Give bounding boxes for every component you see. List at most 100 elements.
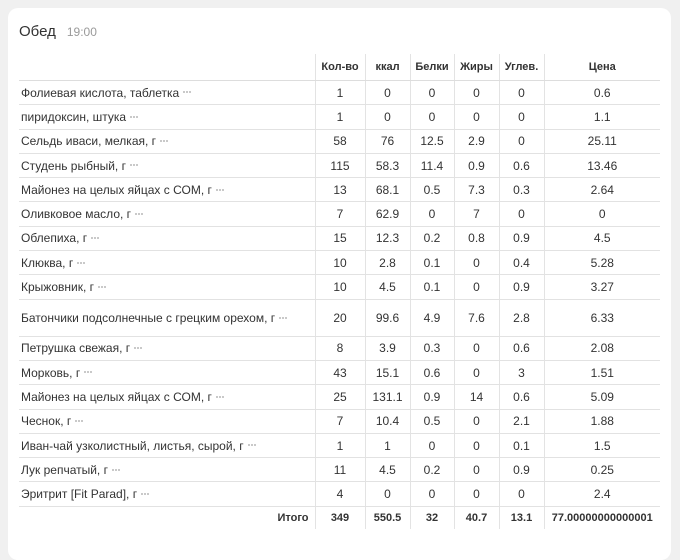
more-dots-icon[interactable] — [97, 283, 109, 291]
table-row: Облепиха, г 15 12.3 0.2 0.8 0.9 4.5 — [19, 226, 660, 252]
cell-price: 6.33 — [543, 299, 660, 337]
more-dots-icon[interactable] — [140, 490, 152, 498]
more-dots-icon[interactable] — [134, 210, 146, 218]
column-header-protein[interactable]: Белки — [409, 54, 454, 81]
cell-carbs: 0.4 — [498, 250, 544, 276]
meal-header: Обед 19:00 — [19, 23, 97, 43]
food-name: Эритрит [Fit Parad], г — [21, 487, 138, 502]
cell-fat: 0.8 — [453, 226, 499, 252]
more-dots-icon[interactable] — [90, 234, 102, 242]
more-dots-icon[interactable] — [129, 113, 141, 121]
cell-kcal: 68.1 — [364, 177, 410, 203]
cell-fat: 0 — [453, 457, 499, 483]
cell-fat: 7 — [453, 201, 499, 227]
more-dots-icon[interactable] — [278, 314, 290, 322]
cell-kcal: 99.6 — [364, 299, 410, 337]
cell-protein: 11.4 — [409, 153, 454, 179]
cell-carbs: 0.9 — [498, 457, 544, 483]
cell-protein: 0 — [409, 201, 454, 227]
table-row: Батончики подсолнечные с грецким орехом,… — [19, 299, 660, 337]
cell-kcal: 3.9 — [364, 336, 410, 361]
cell-qty: 13 — [314, 177, 365, 203]
total-qty: 349 — [314, 506, 365, 529]
more-dots-icon[interactable] — [159, 137, 171, 145]
more-dots-icon[interactable] — [83, 368, 95, 376]
more-dots-icon[interactable] — [215, 186, 227, 194]
table-row: Майонез на целых яйцах с СОМ, г 13 68.1 0.5… — [19, 177, 660, 203]
column-header-price[interactable]: Цена — [543, 54, 660, 81]
cell-kcal: 0 — [364, 481, 410, 507]
table-row: Оливковое масло, г 7 62.9 0 7 0 0 — [19, 201, 660, 227]
food-name-cell: Чеснок, г — [19, 409, 315, 434]
cell-carbs: 0 — [498, 104, 544, 130]
cell-protein: 0.5 — [409, 177, 454, 203]
food-name: Фолиевая кислота, таблетка — [21, 85, 180, 100]
cell-carbs: 0 — [498, 80, 544, 106]
more-dots-icon[interactable] — [111, 466, 123, 474]
food-name: Клюква, г — [21, 255, 74, 270]
column-header-carbs[interactable]: Углев. — [498, 54, 544, 81]
cell-price: 5.09 — [543, 384, 660, 410]
cell-protein: 0 — [409, 80, 454, 106]
cell-price: 2.4 — [543, 481, 660, 507]
food-name-cell: Иван-чай узколистный, листья, сырой, г — [19, 433, 315, 459]
cell-kcal: 0 — [364, 80, 410, 106]
cell-protein: 0.9 — [409, 384, 454, 410]
table-row: Крыжовник, г 10 4.5 0.1 0 0.9 3.27 — [19, 274, 660, 300]
cell-protein: 0.1 — [409, 250, 454, 276]
food-name: Облепиха, г — [21, 231, 88, 246]
cell-protein: 0.3 — [409, 336, 454, 361]
food-name: Крыжовник, г — [21, 280, 94, 295]
cell-fat: 0 — [453, 250, 499, 276]
food-name-cell: Эритрит [Fit Parad], г — [19, 481, 315, 507]
cell-price: 1.5 — [543, 433, 660, 459]
cell-qty: 1 — [314, 80, 365, 106]
total-carbs: 13.1 — [498, 506, 544, 529]
cell-kcal: 62.9 — [364, 201, 410, 227]
more-dots-icon[interactable] — [247, 441, 259, 449]
more-dots-icon[interactable] — [182, 88, 194, 96]
meal-card: Обед 19:00 Кол-во ккал Белки Жиры Углев.… — [8, 8, 671, 560]
more-dots-icon[interactable] — [215, 393, 227, 401]
cell-fat: 0 — [453, 481, 499, 507]
cell-protein: 12.5 — [409, 129, 454, 154]
cell-kcal: 15.1 — [364, 360, 410, 386]
more-dots-icon[interactable] — [76, 259, 88, 267]
cell-qty: 4 — [314, 481, 365, 507]
total-row: Итого 349 550.5 32 40.7 13.1 77.00000000… — [19, 506, 660, 529]
cell-qty: 10 — [314, 250, 365, 276]
cell-kcal: 58.3 — [364, 153, 410, 179]
total-label: Итого — [277, 511, 309, 524]
cell-qty: 7 — [314, 201, 365, 227]
cell-kcal: 76 — [364, 129, 410, 154]
cell-carbs: 2.8 — [498, 299, 544, 337]
more-dots-icon[interactable] — [129, 161, 141, 169]
cell-fat: 7.6 — [453, 299, 499, 337]
cell-protein: 0 — [409, 104, 454, 130]
cell-qty: 115 — [314, 153, 365, 179]
more-dots-icon[interactable] — [74, 417, 86, 425]
cell-fat: 2.9 — [453, 129, 499, 154]
cell-price: 3.27 — [543, 274, 660, 300]
cell-kcal: 2.8 — [364, 250, 410, 276]
total-kcal: 550.5 — [364, 506, 410, 529]
column-header-kcal[interactable]: ккал — [364, 54, 410, 81]
column-header-fat[interactable]: Жиры — [453, 54, 499, 81]
cell-qty: 10 — [314, 274, 365, 300]
cell-carbs: 0 — [498, 481, 544, 507]
table-row: Чеснок, г 7 10.4 0.5 0 2.1 1.88 — [19, 409, 660, 434]
food-name-cell: Облепиха, г — [19, 226, 315, 252]
table-body: Фолиевая кислота, таблетка 1 0 0 0 0 0.6 пиридо… — [19, 80, 660, 507]
food-name: Лук репчатый, г — [21, 462, 108, 477]
cell-carbs: 0.6 — [498, 384, 544, 410]
cell-carbs: 0.9 — [498, 226, 544, 252]
table-row: Студень рыбный, г 115 58.3 11.4 0.9 0.6 13.46 — [19, 153, 660, 179]
column-header-qty[interactable]: Кол-во — [314, 54, 365, 81]
food-name-cell: Лук репчатый, г — [19, 457, 315, 483]
cell-protein: 0.2 — [409, 457, 454, 483]
cell-price: 2.08 — [543, 336, 660, 361]
more-dots-icon[interactable] — [133, 344, 145, 352]
total-protein: 32 — [409, 506, 454, 529]
cell-qty: 20 — [314, 299, 365, 337]
total-price: 77.00000000000001 — [543, 506, 660, 529]
